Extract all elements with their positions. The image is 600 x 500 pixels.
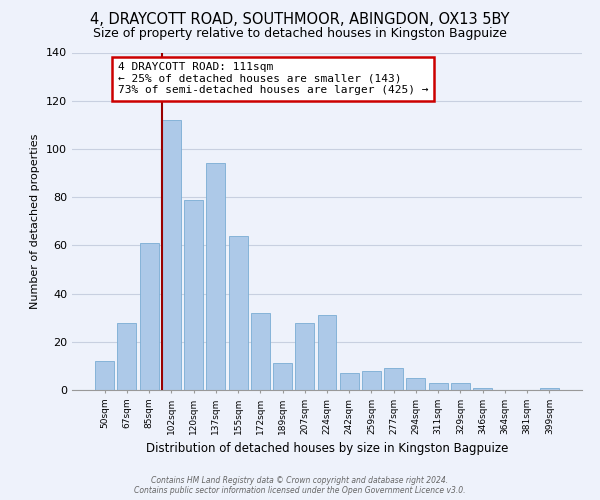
X-axis label: Distribution of detached houses by size in Kingston Bagpuize: Distribution of detached houses by size … bbox=[146, 442, 508, 456]
Text: 4, DRAYCOTT ROAD, SOUTHMOOR, ABINGDON, OX13 5BY: 4, DRAYCOTT ROAD, SOUTHMOOR, ABINGDON, O… bbox=[90, 12, 510, 28]
Y-axis label: Number of detached properties: Number of detached properties bbox=[31, 134, 40, 309]
Bar bbox=[251, 313, 270, 390]
Bar bbox=[184, 200, 203, 390]
Bar bbox=[273, 364, 292, 390]
Text: Contains HM Land Registry data © Crown copyright and database right 2024.
Contai: Contains HM Land Registry data © Crown c… bbox=[134, 476, 466, 495]
Bar bbox=[429, 383, 448, 390]
Bar bbox=[317, 316, 337, 390]
Text: Size of property relative to detached houses in Kingston Bagpuize: Size of property relative to detached ho… bbox=[93, 28, 507, 40]
Bar bbox=[162, 120, 181, 390]
Bar bbox=[406, 378, 425, 390]
Bar bbox=[473, 388, 492, 390]
Bar bbox=[340, 373, 359, 390]
Bar bbox=[540, 388, 559, 390]
Bar bbox=[140, 243, 158, 390]
Bar bbox=[95, 361, 114, 390]
Bar bbox=[384, 368, 403, 390]
Bar bbox=[451, 383, 470, 390]
Bar bbox=[362, 370, 381, 390]
Bar bbox=[229, 236, 248, 390]
Bar bbox=[206, 164, 225, 390]
Text: 4 DRAYCOTT ROAD: 111sqm
← 25% of detached houses are smaller (143)
73% of semi-d: 4 DRAYCOTT ROAD: 111sqm ← 25% of detache… bbox=[118, 62, 428, 96]
Bar bbox=[118, 322, 136, 390]
Bar bbox=[295, 322, 314, 390]
